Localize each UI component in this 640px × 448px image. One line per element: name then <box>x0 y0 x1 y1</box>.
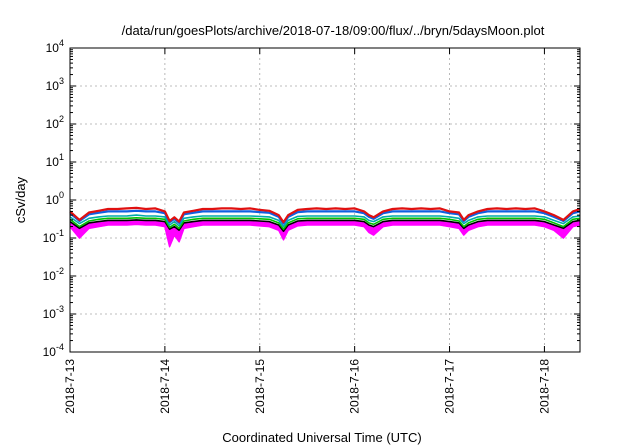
y-tick-label: 10-3 <box>43 304 64 321</box>
y-axis-label: cSv/day <box>13 176 28 223</box>
chart-title: /data/run/goesPlots/archive/2018-07-18/0… <box>122 23 545 38</box>
y-tick-label: 102 <box>46 114 64 131</box>
x-tick-label: 2018-7-16 <box>348 359 362 414</box>
axes: 10-4 10-3 10-2 10-1 100 101 102 103 104 2018-7-13… <box>43 38 580 414</box>
y-tick-label: 101 <box>46 152 64 169</box>
x-tick-label: 2018-7-18 <box>537 359 551 414</box>
x-axis-label: Coordinated Universal Time (UTC) <box>222 430 421 445</box>
series-line <box>69 217 581 230</box>
y-tick-label: 103 <box>46 76 64 93</box>
series-line <box>69 219 581 233</box>
series-area <box>69 219 581 249</box>
series-line <box>69 209 581 225</box>
series-line <box>69 214 581 228</box>
plot-frame <box>69 47 581 353</box>
y-tick-label: 10-1 <box>43 228 64 245</box>
series-layer <box>69 206 581 249</box>
series-line <box>69 206 581 224</box>
y-tick-label: 10-2 <box>43 266 64 283</box>
series-line <box>69 223 581 248</box>
y-tick-label: 10-4 <box>43 342 64 359</box>
x-tick-label: 2018-7-15 <box>253 359 267 414</box>
y-tick-label: 104 <box>46 38 64 55</box>
x-tick-label: 2018-7-13 <box>63 359 77 414</box>
x-tick-label: 2018-7-14 <box>158 359 172 414</box>
x-tick-label: 2018-7-17 <box>443 359 457 414</box>
y-tick-label: 100 <box>46 190 64 207</box>
grid <box>70 48 580 352</box>
